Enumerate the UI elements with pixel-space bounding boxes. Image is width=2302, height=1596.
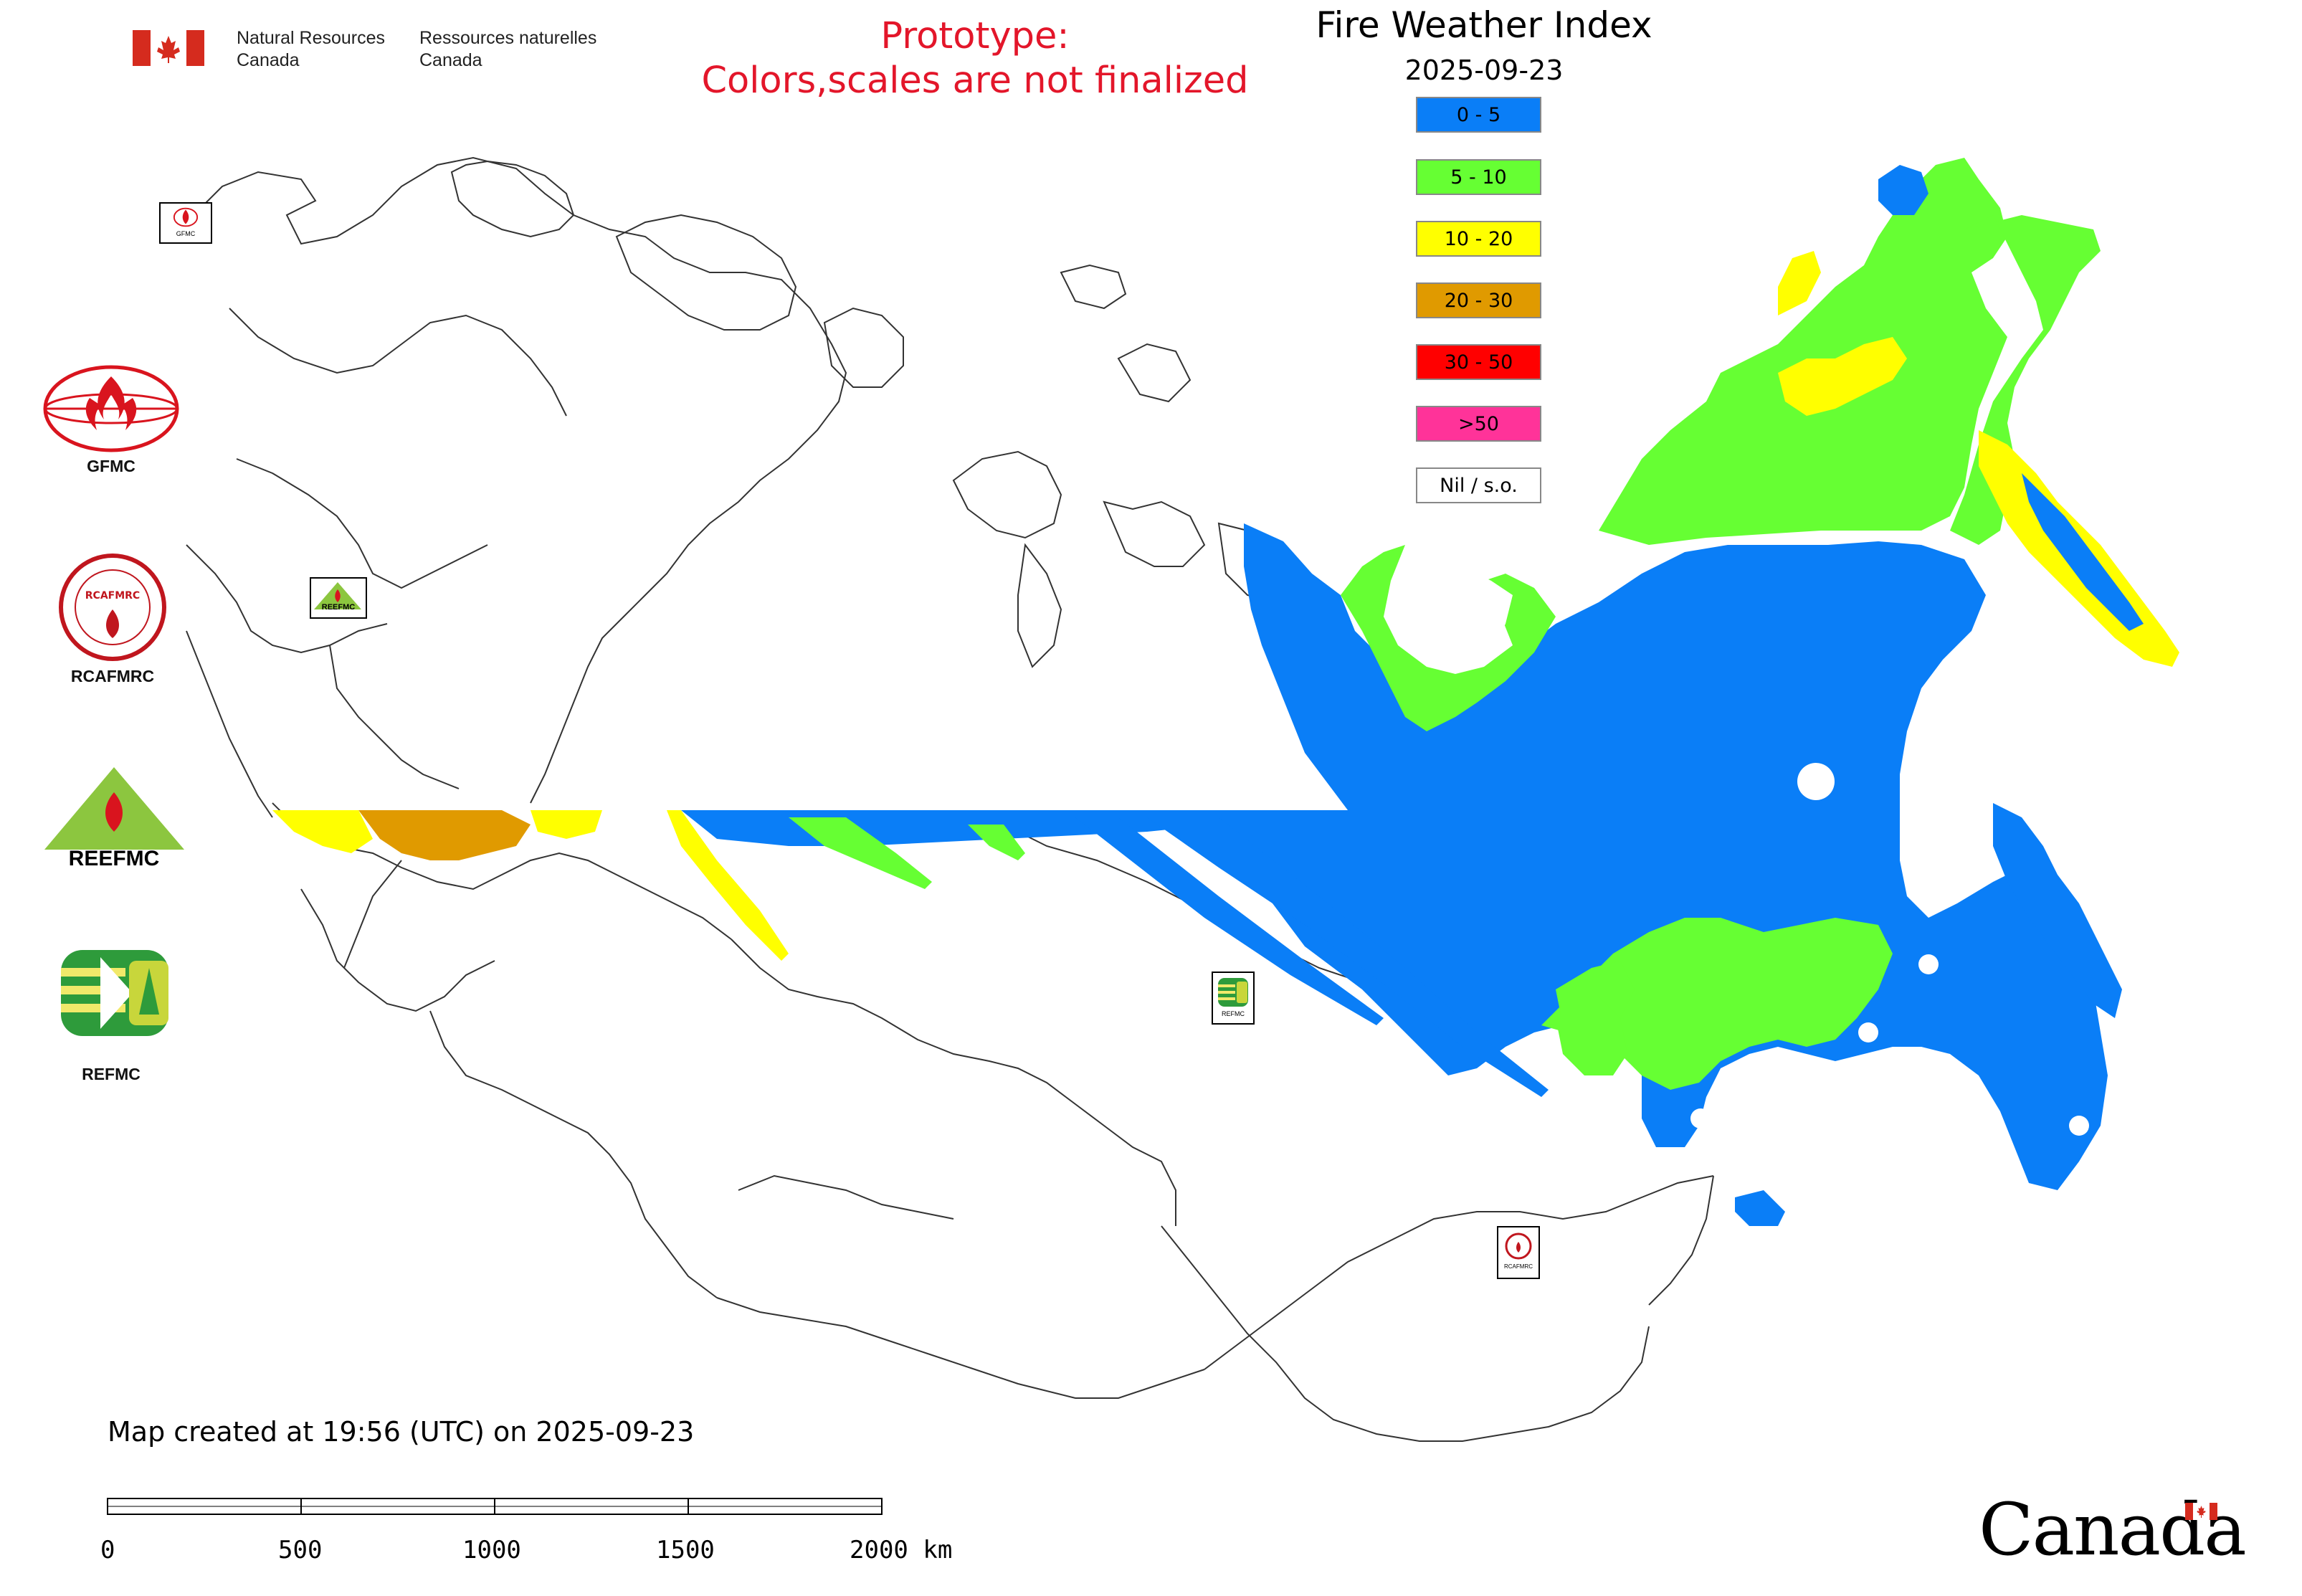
reefmc-marker: REEFMC [310,577,367,619]
legend-item-5: >50 [1416,406,1541,442]
fwi-zone-0-5-streak-b [1147,817,1549,1097]
rcafmrc-marker-icon [1505,1232,1532,1260]
fwi-raster [272,158,2179,1226]
lake [1797,763,1835,800]
nrcan-en-line2: Canada [237,50,300,70]
legend-label: 0 - 5 [1456,103,1501,126]
map-date: 2025-09-23 [1404,54,1564,86]
fwi-zone-5-10-streak [789,817,932,889]
fwi-zone-0-5-kamchatka [2022,473,2144,631]
nrcan-fr-line1: Ressources naturelles [419,28,597,48]
legend-label: 10 - 20 [1444,227,1513,250]
fwi-zone-0-5-streak-a [1075,817,1384,1025]
prototype-notice: Prototype: Colors,scales are not finaliz… [645,14,1305,103]
legend-item-6: Nil / s.o. [1416,467,1541,503]
svg-text:RCAFMRC: RCAFMRC [85,590,140,602]
legend-label: Nil / s.o. [1440,474,1518,497]
legend-item-4: 30 - 50 [1416,344,1541,380]
legend-item-1: 5 - 10 [1416,159,1541,195]
fwi-zone-5-10-streak2 [968,825,1025,860]
canada-wordmark-flag-icon [2185,1503,2217,1520]
fwi-zone-0-5-chukotka [1878,165,1928,215]
rcafmrc-logo-icon: RCAFMRC [59,554,166,661]
gfmc-marker-label: GFMC [176,230,196,237]
legend-label: 20 - 30 [1444,289,1513,312]
scale-tick-label: 1000 [462,1536,521,1564]
legend-item-0: 0 - 5 [1416,97,1541,133]
rcafmrc-caption: RCAFMRC [70,667,155,685]
nrcan-fr-line2: Canada [419,50,482,70]
reefmc-marker-icon [314,582,361,609]
canada-flag-icon [133,30,204,66]
sea [1405,545,1513,667]
gfmc-marker-icon [173,207,199,227]
fwi-zone-10-20-north [1778,337,1907,416]
lake [2069,1116,2089,1136]
lake [1690,1108,1711,1129]
legend-label: 5 - 10 [1450,166,1507,189]
prototype-line1: Prototype: [880,15,1070,57]
legend-item-2: 10 - 20 [1416,221,1541,257]
nrcan-en-line1: Natural Resources [237,28,386,48]
rcafmrc-marker-label: RCAFMRC [1504,1263,1533,1270]
scale-bar [107,1498,883,1515]
fwi-zone-10-20-streak [667,810,789,961]
arctic-coastline [450,160,1292,668]
fwi-zone-0-5 [1204,523,2108,1190]
map-created-note: Map created at 19:56 (UTC) on 2025-09-23 [108,1416,695,1448]
refmc-marker: REFMC [1212,972,1255,1025]
lake [1858,1022,1878,1042]
gfmc-logo-icon [43,365,179,452]
legend-label: >50 [1458,412,1499,435]
scale-tick-label: 500 [278,1536,323,1564]
refmc-marker-icon [1218,978,1248,1007]
gfmc-marker: GFMC [159,202,212,244]
lake [1918,954,1939,974]
fwi-zone-20-30-west [358,810,531,860]
canada-wordmark: Canada [1979,1488,2247,1572]
scale-tick-label: 1500 [656,1536,715,1564]
refmc-logo-icon [61,950,168,1036]
fwi-zone-10-20-west2 [531,810,602,839]
scale-bar-labels: 0 500 1000 1500 2000 km [100,1498,968,1570]
rcafmrc-marker: RCAFMRC [1497,1226,1540,1279]
nrcan-french: Ressources naturelles Canada [419,27,596,72]
nrcan-english: Natural Resources Canada [237,27,385,72]
refmc-caption: REFMC [82,1065,141,1083]
reefmc-marker-label: REEFMC [321,603,356,612]
fwi-zone-0-5-korea-tip [1735,1190,1785,1226]
fwi-zone-5-10-north [1599,158,2007,545]
scale-tick-label: 0 [100,1536,115,1564]
map-title: Fire Weather Index [1316,4,1652,46]
fwi-zone-0-5-island [1993,803,2122,1018]
legend-label: 30 - 50 [1444,351,1513,374]
nrcan-signature: Natural Resources Canada Ressources natu… [133,27,606,77]
fwi-zone-5-10-south [1541,918,1893,1090]
gfmc-caption: GFMC [87,457,135,475]
refmc-marker-label: REFMC [1222,1010,1245,1017]
fwi-zone-10-20-west [272,810,373,853]
scale-tick-label: 2000 km [850,1536,953,1564]
prototype-line2: Colors,scales are not finalized [701,60,1249,102]
fwi-zone-10-20-northwest [1778,251,1821,315]
fwi-zone-5-10-sw-blob [1556,989,1627,1075]
legend-item-3: 20 - 30 [1416,282,1541,318]
svg-text:REEFMC: REEFMC [69,847,160,870]
reefmc-logo-icon: REEFMC [44,767,184,870]
